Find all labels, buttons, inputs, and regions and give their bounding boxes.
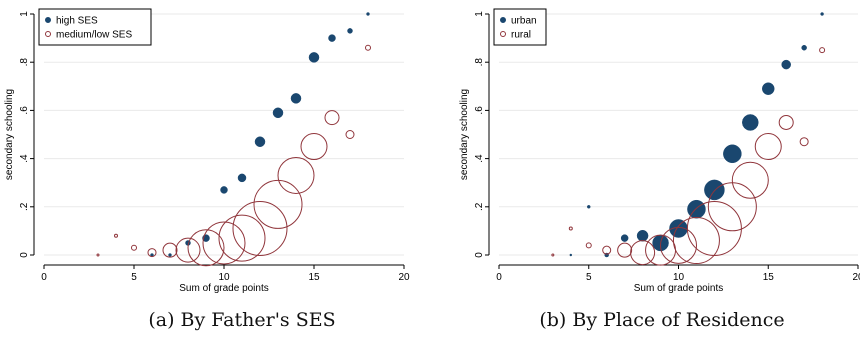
x-tick-label: 10	[673, 272, 685, 283]
hollow-point-series-1	[131, 244, 137, 251]
legend-marker	[45, 31, 51, 37]
legend-marker	[500, 31, 506, 37]
hollow-point-series-1	[630, 240, 656, 266]
hollow-point-series-1	[162, 242, 178, 258]
hollow-point-series-1	[114, 233, 118, 238]
hollow-point-series-1	[96, 253, 100, 257]
hollow-point-series-1	[175, 237, 201, 263]
x-tick-label: 10	[218, 272, 230, 283]
x-tick-label: 5	[586, 272, 592, 283]
y-tick-label: 0	[474, 252, 485, 258]
hollow-point-series-1	[253, 179, 303, 229]
caption-a: (a) By Father's SES	[148, 309, 336, 331]
y-tick-label: 1	[474, 11, 485, 17]
hollow-point-series-1	[218, 214, 266, 262]
filled-point-series-0	[620, 234, 629, 242]
filled-point-series-0	[723, 144, 742, 164]
filled-point-series-0	[742, 114, 759, 131]
filled-point-series-0	[347, 28, 353, 34]
hollow-point-series-1	[819, 47, 826, 54]
filled-point-series-0	[801, 44, 807, 51]
hollow-point-series-1	[277, 156, 315, 194]
y-tick-label: .2	[19, 202, 30, 211]
x-tick-label: 0	[41, 272, 47, 283]
filled-point-series-0	[636, 229, 649, 242]
legend-label: high SES	[56, 16, 98, 27]
x-axis-title: Sum of grade points	[179, 283, 269, 294]
filled-point-series-0	[569, 253, 573, 257]
y-tick-label: .8	[474, 58, 485, 67]
y-tick-label: 0	[19, 252, 30, 258]
filled-point-series-0	[328, 34, 336, 42]
x-tick-label: 15	[308, 272, 320, 283]
legend-label: urban	[511, 16, 537, 27]
hollow-point-series-1	[731, 161, 769, 199]
filled-point-series-0	[762, 82, 775, 95]
hollow-point-series-1	[300, 133, 328, 161]
hollow-point-series-1	[551, 253, 555, 257]
filled-point-series-0	[687, 199, 706, 219]
hollow-point-series-1	[686, 200, 742, 256]
hollow-point-series-1	[568, 226, 573, 231]
filled-point-series-0	[272, 107, 284, 119]
filled-point-series-0	[781, 59, 791, 70]
x-tick-label: 5	[131, 272, 137, 283]
filled-point-series-0	[168, 253, 172, 257]
hollow-point-series-1	[778, 114, 794, 130]
caption-b: (b) By Place of Residence	[539, 309, 785, 331]
x-tick-label: 20	[398, 272, 410, 283]
filled-point-series-0	[820, 12, 824, 16]
y-axis-title: secondary schooling	[4, 89, 15, 180]
legend-box	[38, 8, 152, 46]
hollow-point-series-1	[324, 110, 340, 126]
hollow-point-series-1	[660, 226, 697, 264]
x-tick-label: 0	[496, 272, 502, 283]
hollow-point-series-1	[672, 217, 720, 265]
hollow-point-series-1	[602, 245, 612, 255]
y-tick-label: .6	[19, 106, 30, 115]
y-tick-label: .8	[19, 58, 30, 67]
filled-point-series-0	[587, 205, 591, 209]
legend-label: medium/low SES	[56, 30, 132, 41]
filled-point-series-0	[704, 179, 725, 201]
filled-point-series-0	[237, 173, 247, 183]
filled-point-series-0	[366, 12, 370, 16]
hollow-point-series-1	[147, 248, 157, 258]
y-tick-label: 1	[19, 11, 30, 17]
x-tick-label: 15	[763, 272, 775, 283]
hollow-point-series-1	[585, 242, 592, 249]
hollow-point-series-1	[799, 137, 809, 147]
filled-point-series-0	[220, 186, 228, 194]
x-tick-label: 20	[852, 272, 860, 283]
legend-label: rural	[511, 30, 531, 41]
y-axis-title: secondary schooling	[459, 89, 470, 180]
hollow-point-series-1	[202, 221, 246, 265]
hollow-point-series-1	[187, 229, 225, 267]
legend-marker	[45, 17, 51, 23]
y-tick-label: .6	[474, 106, 485, 115]
filled-point-series-0	[308, 52, 320, 63]
y-tick-label: .2	[474, 202, 485, 211]
hollow-point-series-1	[617, 242, 633, 258]
filled-point-series-0	[254, 136, 266, 147]
y-tick-label: .4	[19, 154, 30, 163]
x-axis-title: Sum of grade points	[634, 283, 724, 294]
hollow-point-series-1	[232, 200, 288, 256]
hollow-point-series-1	[345, 130, 355, 139]
hollow-point-series-1	[365, 44, 371, 51]
legend-marker	[500, 17, 506, 23]
legend-box	[493, 8, 547, 46]
filled-point-series-0	[290, 93, 302, 104]
y-tick-label: .4	[474, 154, 485, 163]
hollow-point-series-1	[754, 133, 782, 161]
